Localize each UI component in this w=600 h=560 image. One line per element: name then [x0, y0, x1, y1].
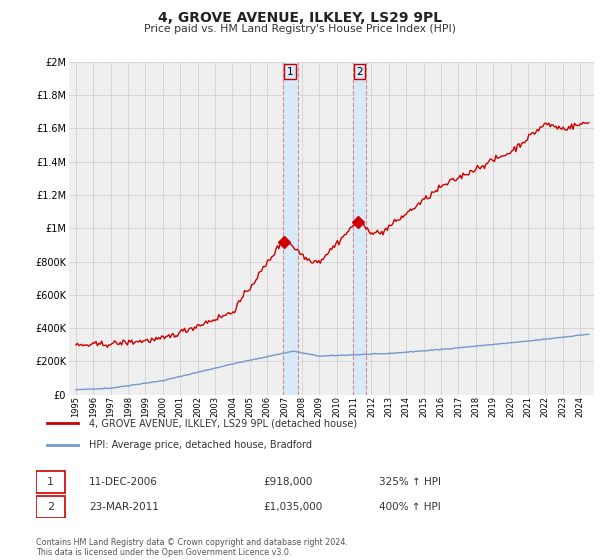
Text: 23-MAR-2011: 23-MAR-2011 — [89, 502, 158, 512]
Text: 2: 2 — [356, 67, 363, 77]
Text: Price paid vs. HM Land Registry's House Price Index (HPI): Price paid vs. HM Land Registry's House … — [144, 24, 456, 34]
Text: 4, GROVE AVENUE, ILKLEY, LS29 9PL: 4, GROVE AVENUE, ILKLEY, LS29 9PL — [158, 11, 442, 25]
Text: 1: 1 — [47, 477, 54, 487]
Text: 11-DEC-2006: 11-DEC-2006 — [89, 477, 158, 487]
Text: £918,000: £918,000 — [263, 477, 313, 487]
Text: 2: 2 — [47, 502, 54, 512]
Bar — [353, 62, 366, 395]
Text: 1: 1 — [287, 67, 293, 77]
Text: 4, GROVE AVENUE, ILKLEY, LS29 9PL (detached house): 4, GROVE AVENUE, ILKLEY, LS29 9PL (detac… — [89, 418, 357, 428]
Bar — [36, 496, 65, 518]
Bar — [283, 62, 298, 395]
Text: HPI: Average price, detached house, Bradford: HPI: Average price, detached house, Brad… — [89, 440, 312, 450]
Bar — [36, 471, 65, 493]
Text: 325% ↑ HPI: 325% ↑ HPI — [379, 477, 441, 487]
Text: 400% ↑ HPI: 400% ↑ HPI — [379, 502, 441, 512]
Text: Contains HM Land Registry data © Crown copyright and database right 2024.
This d: Contains HM Land Registry data © Crown c… — [36, 538, 348, 557]
Text: £1,035,000: £1,035,000 — [263, 502, 322, 512]
